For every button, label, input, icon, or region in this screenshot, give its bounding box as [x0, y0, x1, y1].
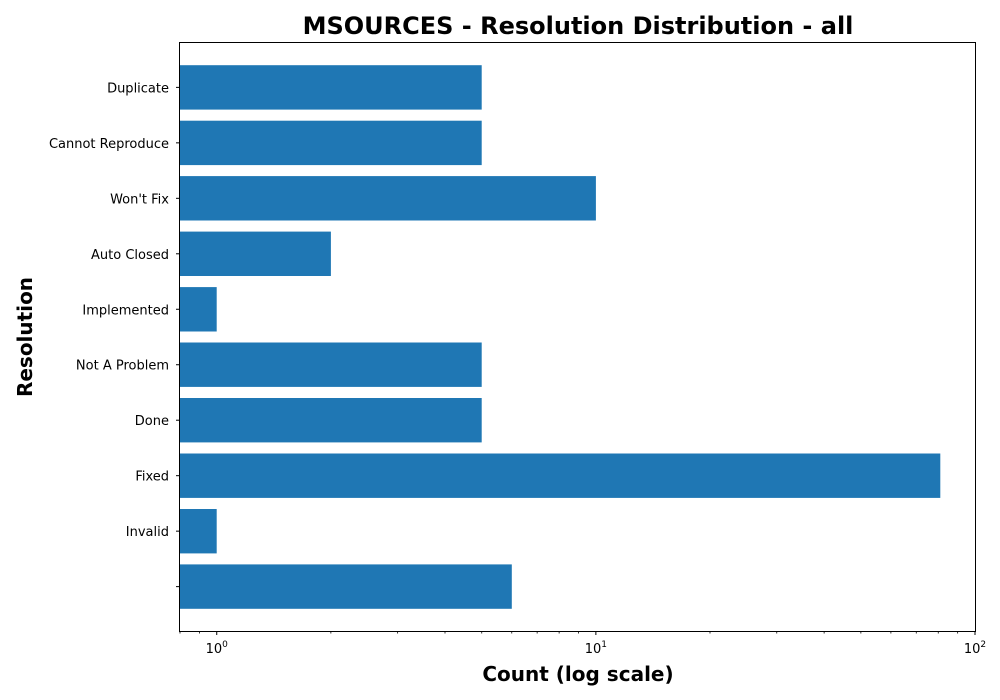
y-tick-label: Duplicate	[107, 81, 169, 96]
bars-group	[180, 65, 941, 609]
y-axis-ticks: Duplicate Cannot Reproduce Won't Fix Auto C…	[49, 81, 180, 588]
bar-done	[180, 398, 482, 443]
y-tick-label: Invalid	[126, 525, 169, 540]
x-tick-label: 101	[585, 640, 607, 657]
y-tick-label: Cannot Reproduce	[49, 137, 169, 152]
y-tick-label: Not A Problem	[76, 359, 169, 374]
y-tick-label: Done	[135, 414, 169, 429]
x-axis-label: Count (log scale)	[482, 662, 673, 686]
bar-auto-closed	[180, 231, 331, 276]
plot-frame	[179, 42, 976, 632]
y-tick-label: Fixed	[135, 470, 169, 485]
bar-cannot-reproduce	[180, 120, 482, 166]
bar-not-a-problem	[180, 342, 482, 387]
y-axis-label: Resolution	[13, 277, 37, 397]
x-tick-label: 100	[206, 640, 229, 657]
x-axis-ticks: 100 101 102	[179, 631, 986, 657]
y-tick-label: Implemented	[82, 303, 169, 318]
y-tick-label: Auto Closed	[91, 248, 169, 263]
chart-title: MSOURCES - Resolution Distribution - all	[303, 12, 854, 40]
bar-unlabeled	[180, 564, 512, 609]
bar-invalid	[180, 509, 217, 554]
y-tick-label: Won't Fix	[110, 192, 169, 207]
bar-implemented	[180, 287, 217, 332]
bar-duplicate	[180, 65, 482, 110]
x-tick-label: 102	[964, 640, 986, 657]
bar-fixed	[180, 453, 941, 498]
bar-won-t-fix	[180, 176, 596, 221]
